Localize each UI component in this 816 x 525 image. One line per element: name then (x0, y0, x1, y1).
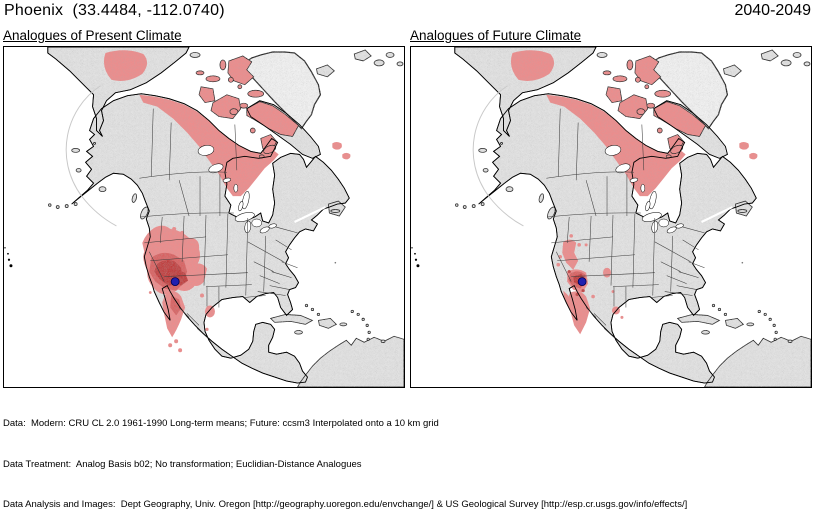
decade-label: 2040-2049 (734, 2, 811, 19)
map-future-label: Analogues of Future Climate (410, 28, 582, 43)
phoenix-marker (577, 277, 587, 286)
map-present-panel (3, 46, 405, 388)
footer-analysis-line: Data Analysis and Images: Dept Geography… (3, 499, 688, 510)
footer-treatment-line: Data Treatment: Analog Basis b02; No tra… (3, 458, 362, 470)
phoenix-marker (170, 277, 180, 286)
analog-regions-present (103, 49, 351, 353)
map-future-panel (410, 46, 812, 388)
map-present-label: Analogues of Present Climate (3, 28, 182, 43)
southwest-analog-present (142, 225, 215, 353)
page-title: Phoenix (33.4484, -112.0740) (4, 2, 225, 19)
titlebar: Phoenix (33.4484, -112.0740) 2040-2049 (4, 2, 811, 20)
footer-data-line: Data: Modern: CRU CL 2.0 1961-1990 Long-… (3, 418, 439, 429)
footer-credits: Data: Modern: CRU CL 2.0 1961-1990 Long-… (3, 390, 687, 525)
